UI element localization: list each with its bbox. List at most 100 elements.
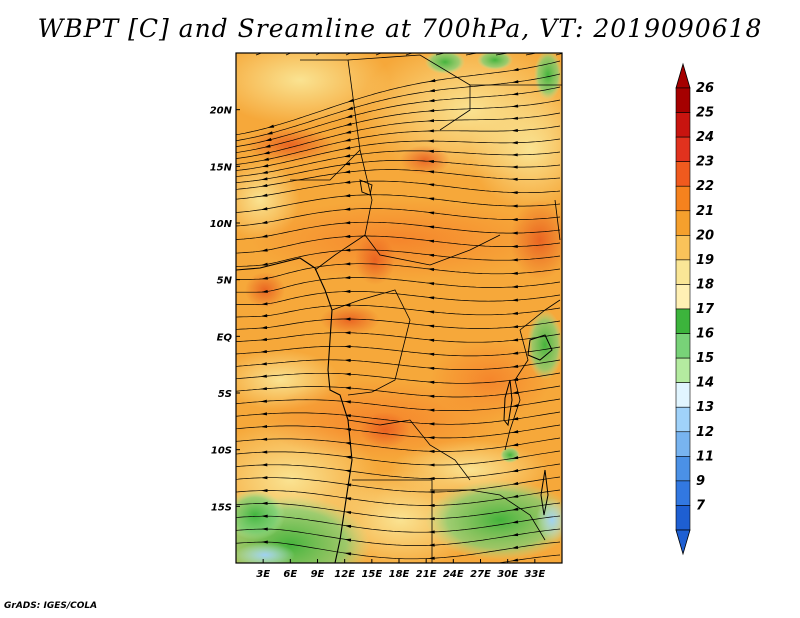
streamline-arrowhead [427,149,434,153]
colorbar-swatch [675,431,691,457]
streamline-arrowhead [261,170,268,174]
colorbar-swatch [675,406,691,433]
streamline-arrowhead [261,289,268,293]
streamline-arrowhead [511,80,519,84]
colorbar-top-arrow [675,62,691,89]
streamline-arrowhead [260,424,268,429]
streamline [236,160,561,183]
colorbar-swatch [675,333,691,359]
streamline-arrowhead [427,436,435,440]
streamline-arrowhead [511,545,519,549]
streamline-arrowhead [427,160,434,164]
streamline-arrowhead [511,231,518,235]
country-borders [236,54,562,563]
colorbar-label: 26 [696,81,714,96]
streamline-arrowhead [260,220,268,224]
streamline-arrowhead [266,131,273,135]
streamline-arrowhead [511,298,518,302]
streamline-arrowhead [511,104,519,108]
colorbar-label: 23 [696,155,714,170]
streamline [236,73,561,142]
streamline-arrowhead [511,520,519,524]
streamline-arrowhead [427,463,435,467]
streamline [236,359,561,370]
streamline-arrowhead [260,399,267,403]
streamline-arrowhead [344,130,352,134]
streamline [236,169,561,190]
y-tick-label: 20N [210,106,233,117]
streamline-arrowhead [260,337,267,342]
streamline-arrowhead [428,556,435,560]
streamline-arrowhead [428,89,435,93]
colorbar-label: 13 [696,400,714,415]
streamline-arrowhead [260,177,268,181]
border-drc-angola [347,419,471,481]
streamline-arrowhead [344,358,351,362]
y-tick-label: 10S [211,446,232,457]
colorbar-swatch [675,87,691,113]
streamline-arrowhead [511,507,519,511]
streamline-arrowhead [260,437,268,441]
colorbar-swatch [675,480,691,506]
streamline-arrowhead [511,430,519,434]
streamline-arrowhead [344,400,351,404]
colorbar-label: 20 [696,228,714,243]
streamline-arrowhead [511,533,519,537]
streamline-arrowhead [511,364,519,368]
streamline-arrowhead [344,455,352,459]
streamline-arrowhead [428,490,435,494]
streamline [236,318,561,330]
colorbar-label: 17 [696,302,715,317]
streamline-arrowhead [343,194,351,198]
streamline-arrowhead [260,501,268,505]
streamline-arrowhead [428,517,435,521]
wbpt-shading [236,53,562,563]
streamline [236,99,561,153]
streamline-arrowhead [511,271,518,275]
colorbar: 26 25 24 23 22 21 20 19 18 17 16 15 14 13 12 11 9 7 [675,62,715,556]
colorbar-swatch [675,357,691,383]
colorbar-label: 21 [696,204,714,219]
streamline-arrowhead [343,234,351,238]
streamline-arrowhead [344,511,352,515]
streamline-arrowhead [427,119,435,123]
streamline [255,53,263,56]
streamline-arrowhead [427,253,435,257]
streamline-arrowhead [260,234,268,238]
x-tick-label: 9E [311,569,325,580]
streamline-arrowhead [511,338,519,342]
streamline-arrowhead [260,412,268,416]
streamline [236,60,561,136]
streamline [236,502,561,520]
border-somalia [554,199,561,241]
streamline-arrowhead [343,146,351,150]
border-congo [331,289,411,396]
streamline [236,194,561,213]
streamline [236,476,561,493]
streamline-arrowhead [343,180,351,184]
y-tick-label: 5N [217,276,233,287]
streamline-arrowhead [511,128,518,132]
x-tick-label: 15E [361,569,382,580]
border-cameroon [314,234,366,271]
streamline [236,489,561,506]
streamline [236,112,561,159]
streamline-arrowhead [427,239,435,243]
streamline [525,53,538,56]
streamline-arrowhead [261,514,268,518]
streamline-arrowhead [511,165,518,169]
streamline-arrowhead [511,258,518,262]
streamline-arrowhead [343,207,351,211]
streamline [236,125,561,165]
y-tick-label: EQ [217,332,233,343]
colorbar-swatch [675,505,691,531]
map-title: WBPT [C] and Sreamline at 700hPa, VT: 20… [37,14,763,43]
border-namibia [352,479,433,563]
streamline-arrowhead [427,422,435,426]
streamline [236,138,561,171]
streamline-arrowhead [427,183,435,187]
streamline [236,411,561,425]
streamline-arrowhead [511,325,519,329]
streamline-arrowhead [344,386,351,390]
streamline-arrowhead [511,285,518,289]
